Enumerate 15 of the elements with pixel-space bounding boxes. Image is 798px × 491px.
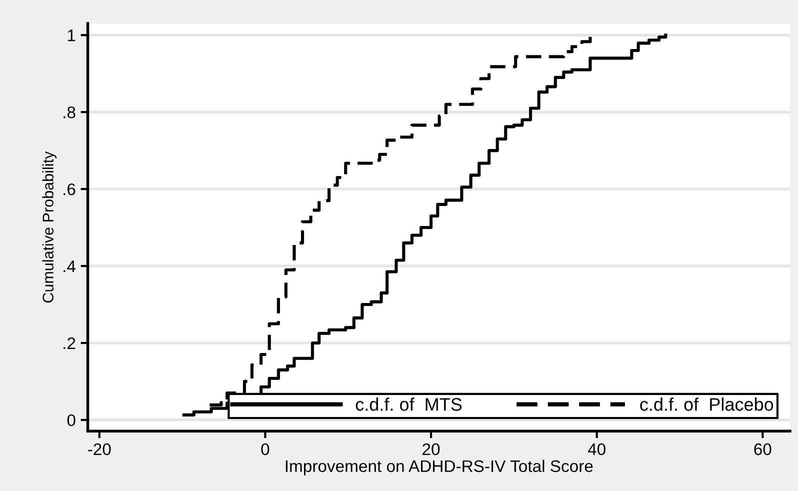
x-axis-title: Improvement on ADHD-RS-IV Total Score	[286, 460, 593, 476]
y-axis-title: Cumulative Probability	[42, 151, 57, 303]
y-tick-label: .8	[64, 106, 76, 118]
x-tick-label: 40	[588, 443, 606, 456]
text: c.d.f. of Placebo	[640, 398, 774, 411]
y-tick-label: 1	[68, 30, 76, 42]
x-tick-label: 60	[754, 443, 772, 456]
y-tick-label: .6	[64, 183, 76, 196]
x-tick-label: -20	[88, 443, 111, 456]
y-tick-label: 0	[67, 414, 76, 426]
x-tick-label: 0	[261, 443, 270, 456]
text: c.d.f. of MTS	[356, 398, 462, 411]
y-tick-label: .2	[64, 337, 76, 350]
x-tick-label: 20	[422, 443, 440, 456]
y-tick-label: .4	[64, 260, 76, 272]
